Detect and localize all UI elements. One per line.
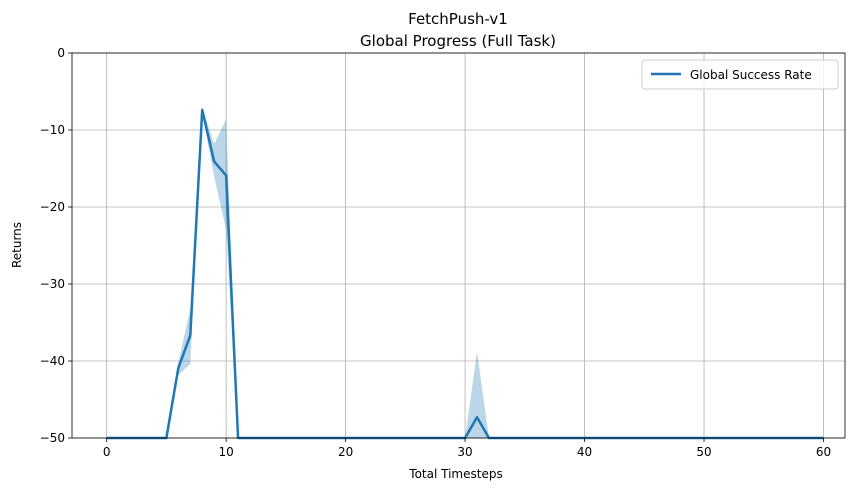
x-tick-label: 0 — [103, 445, 111, 459]
y-axis-label: Returns — [10, 222, 24, 268]
chart-subtitle: Global Progress (Full Task) — [360, 32, 556, 50]
y-tick-label: −30 — [40, 277, 65, 291]
x-tick-label: 40 — [577, 445, 592, 459]
y-tick-label: −50 — [40, 431, 65, 445]
chart-title: FetchPush-v1 — [408, 10, 508, 28]
x-tick-label: 10 — [218, 445, 233, 459]
legend-box — [641, 59, 839, 90]
y-axis-ticks: 0 −10 −20 −30 −40 −50 — [40, 46, 72, 445]
x-tick-label: 50 — [696, 445, 711, 459]
y-tick-label: 0 — [57, 46, 65, 60]
x-tick-label: 30 — [457, 445, 472, 459]
y-tick-label: −40 — [40, 354, 65, 368]
x-axis-ticks: 0 10 20 30 40 50 60 — [103, 438, 831, 459]
x-axis-label: Total Timesteps — [408, 467, 502, 481]
plot-frame — [71, 52, 846, 439]
y-tick-label: −20 — [40, 200, 65, 214]
x-tick-label: 20 — [338, 445, 353, 459]
legend: Global Success Rate — [641, 59, 839, 90]
legend-label: Global Success Rate — [690, 68, 812, 82]
x-tick-label: 60 — [816, 445, 831, 459]
grid — [72, 52, 845, 439]
y-tick-label: −10 — [40, 123, 65, 137]
